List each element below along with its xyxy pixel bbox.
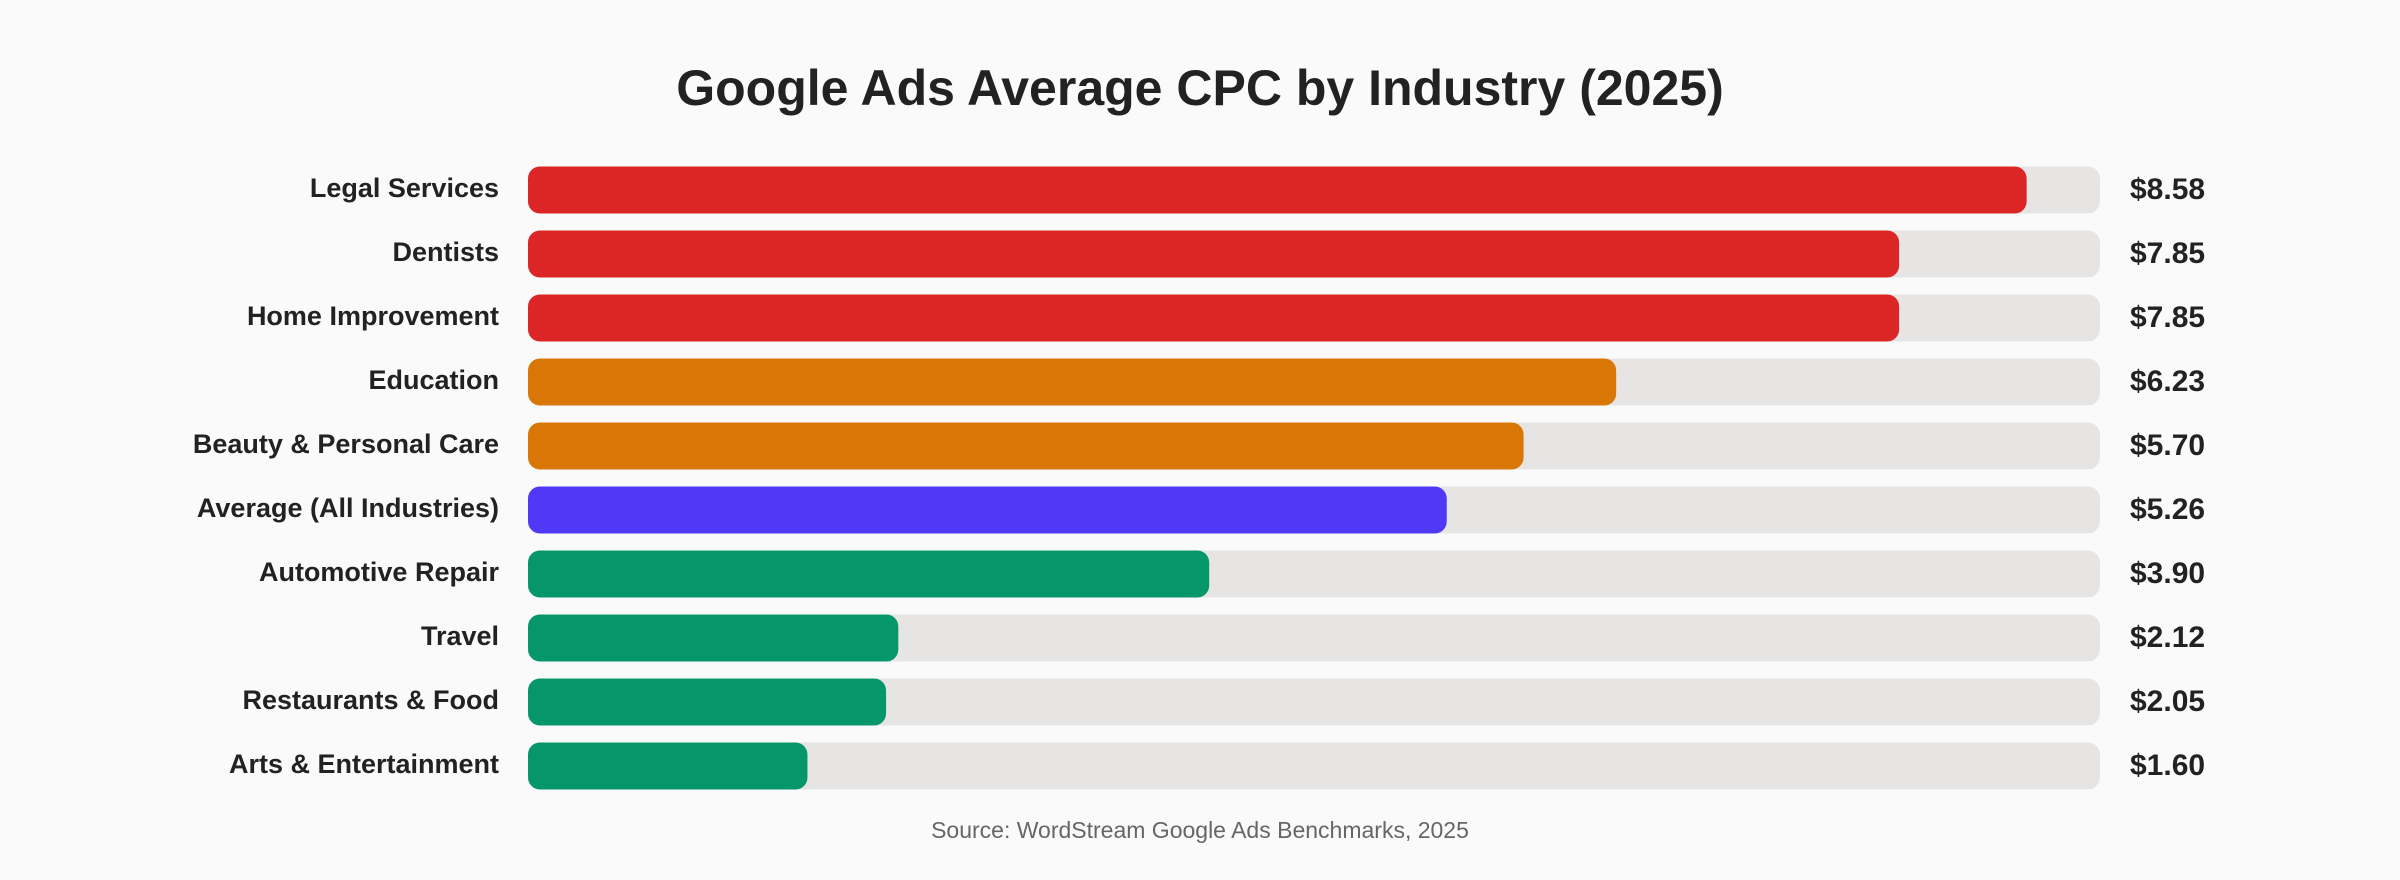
value-label: $2.12 <box>2130 621 2205 654</box>
bar <box>528 678 887 726</box>
category-label: Automotive Repair <box>259 557 500 587</box>
value-label: $6.23 <box>2130 365 2205 398</box>
value-label: $5.26 <box>2130 493 2205 526</box>
chart-title: Google Ads Average CPC by Industry (2025… <box>676 60 1724 116</box>
bar-track <box>528 678 2100 726</box>
bar-track <box>528 614 2100 662</box>
bar <box>528 358 1617 406</box>
bar <box>528 422 1524 470</box>
bar <box>528 166 2027 214</box>
category-label: Travel <box>421 621 499 651</box>
value-label: $3.90 <box>2130 557 2205 590</box>
value-label: $5.70 <box>2130 429 2205 462</box>
bar <box>528 230 1900 278</box>
value-label: $2.05 <box>2130 685 2205 718</box>
source-note: Source: WordStream Google Ads Benchmarks… <box>931 817 1469 843</box>
bar-track <box>528 742 2100 790</box>
category-label: Legal Services <box>310 173 499 203</box>
bar <box>528 486 1447 534</box>
category-label: Average (All Industries) <box>197 493 499 523</box>
bar <box>528 550 1210 598</box>
category-label: Dentists <box>392 237 499 267</box>
category-label: Home Improvement <box>247 301 499 331</box>
category-label: Restaurants & Food <box>242 685 499 715</box>
value-label: $7.85 <box>2130 237 2205 270</box>
value-label: $8.58 <box>2130 173 2205 206</box>
value-label: $1.60 <box>2130 749 2205 782</box>
category-label: Education <box>368 365 499 395</box>
value-label: $7.85 <box>2130 301 2205 334</box>
bar <box>528 294 1900 342</box>
bar <box>528 614 899 662</box>
category-label: Beauty & Personal Care <box>193 429 499 459</box>
bar <box>528 742 808 790</box>
category-label: Arts & Entertainment <box>229 749 499 779</box>
